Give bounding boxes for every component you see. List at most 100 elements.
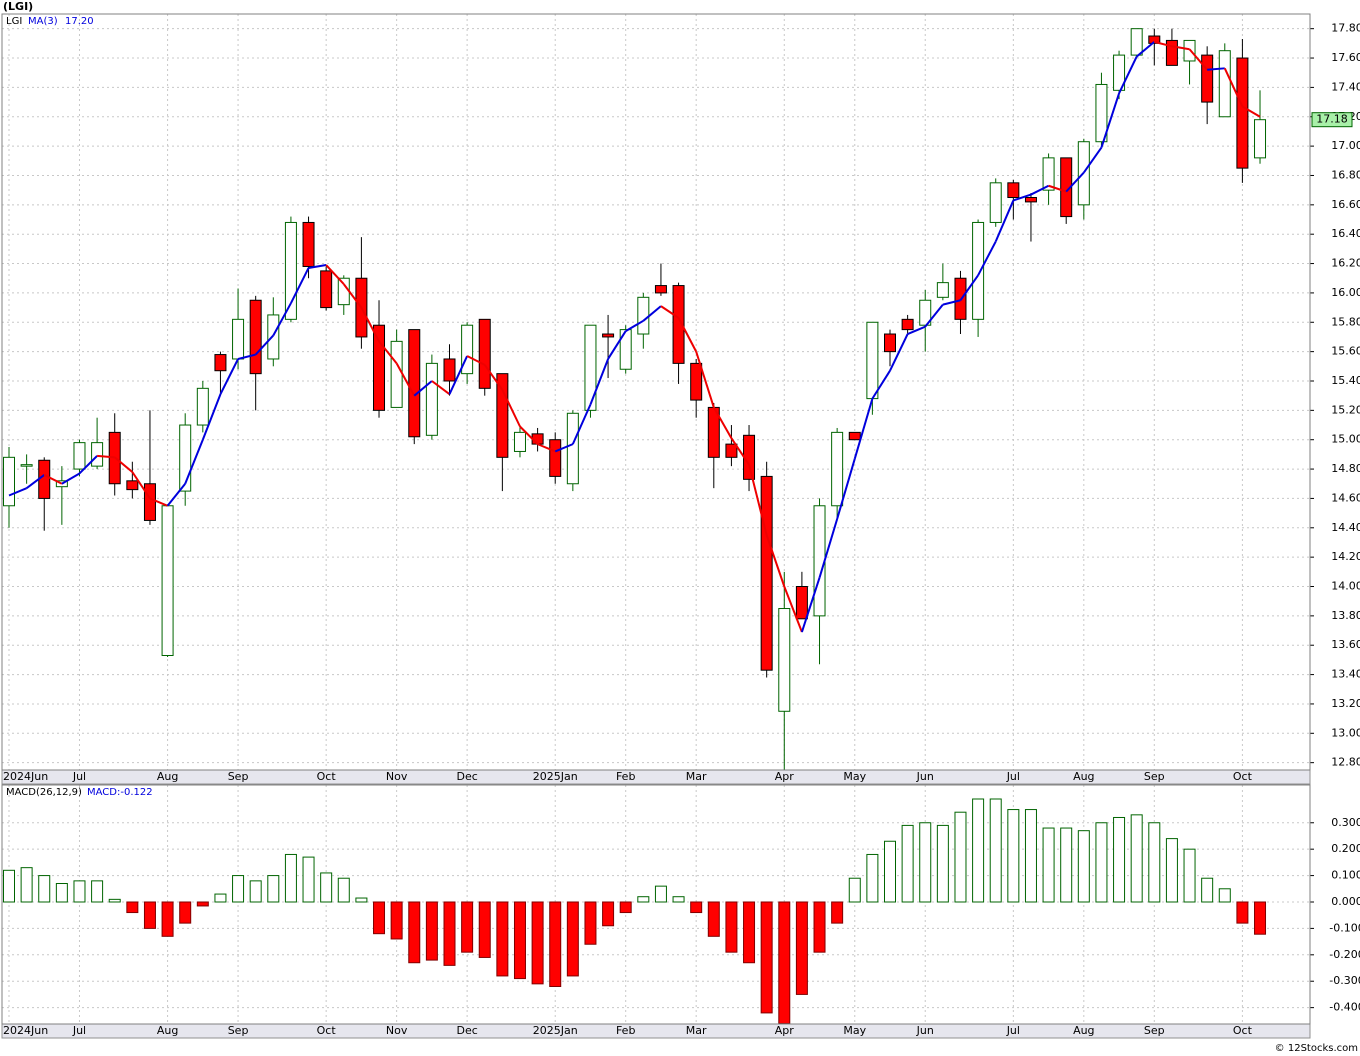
candle-body <box>795 586 808 620</box>
ma-line <box>431 380 451 396</box>
chart-title: (LGI) <box>3 0 33 13</box>
candle-body <box>1007 182 1020 198</box>
candle-body <box>1218 50 1231 118</box>
credit: © 12Stocks.com <box>1275 1043 1358 1054</box>
macd-bar <box>725 901 738 953</box>
candle-body <box>232 318 245 360</box>
ma-line <box>712 406 733 439</box>
ma-line <box>395 362 416 397</box>
candle-body <box>337 277 350 306</box>
candle-body <box>989 182 1002 223</box>
candle-body <box>478 318 491 389</box>
ma-line <box>149 497 168 507</box>
macd-bar <box>954 811 967 903</box>
macd-bar <box>513 901 526 980</box>
macd-bar <box>196 901 209 907</box>
ma-line <box>1083 147 1103 174</box>
candle-body <box>690 362 703 401</box>
macd-bar <box>1113 816 1126 903</box>
ma-line <box>219 358 239 395</box>
x-tick-label: Dec <box>456 770 477 783</box>
candle-body <box>1095 83 1108 143</box>
x-tick-label: Nov <box>386 1024 408 1037</box>
macd-bar <box>919 822 932 903</box>
macd-bar <box>813 901 826 953</box>
ma-line <box>800 577 821 633</box>
x-tick-label: Jun <box>916 770 934 783</box>
candle-body <box>461 324 474 375</box>
legend-macd-name: MACD(26,12,9) <box>6 787 82 798</box>
macd-bar <box>1183 848 1196 903</box>
macd-bar <box>1201 877 1214 903</box>
macd-bar <box>936 824 949 903</box>
ma-line <box>1171 45 1190 51</box>
y-tick-label: 16.60 <box>1331 198 1360 211</box>
macd-bar <box>284 853 297 903</box>
macd-bar <box>3 869 15 903</box>
macd-bar <box>390 901 403 940</box>
y-tick-label: 14.20 <box>1331 550 1360 563</box>
candle-body <box>1165 39 1178 66</box>
last-price-label: 17.18 <box>1316 113 1348 126</box>
macd-bar <box>619 901 632 914</box>
candle-body <box>1201 54 1214 103</box>
y-tick-label: 13.80 <box>1331 609 1360 622</box>
candle-body <box>584 324 597 411</box>
ma-line <box>519 425 539 445</box>
macd-bar <box>55 883 68 903</box>
x-tick-label: Jul <box>1006 770 1020 783</box>
ma-line <box>625 319 644 332</box>
ma-line <box>254 334 275 356</box>
macd-bar <box>1007 809 1020 903</box>
x-tick-label: Nov <box>386 770 408 783</box>
macd-bar <box>584 901 597 945</box>
candle-body <box>249 299 262 375</box>
ma-line <box>413 380 433 397</box>
legend-ma-name: MA(3) <box>28 16 58 27</box>
y-tick-label: 16.40 <box>1331 227 1360 240</box>
macd-bar <box>143 901 156 929</box>
macd-bar <box>108 898 121 903</box>
macd-bar <box>249 880 262 903</box>
candle-body <box>848 431 861 441</box>
y-tick-label: 0.100 <box>1331 869 1360 882</box>
macd-bar <box>91 880 104 903</box>
ma-line <box>554 443 574 453</box>
ma-line <box>97 454 115 459</box>
ma-line <box>994 200 1015 242</box>
candle-body <box>725 443 738 458</box>
x-tick-label: May <box>843 770 866 783</box>
ma-line <box>1207 67 1225 71</box>
ma-line <box>290 267 310 304</box>
x-tick-label: Sep <box>1144 770 1165 783</box>
candle-body <box>1254 119 1267 159</box>
ma-line <box>342 283 363 309</box>
y-tick-label: 15.60 <box>1331 345 1360 358</box>
x-tick-label: Oct <box>317 770 337 783</box>
ma-line <box>26 474 45 489</box>
ma-line <box>642 305 662 322</box>
macd-bar <box>795 901 808 995</box>
ma-line <box>942 299 961 306</box>
candle-body <box>496 373 509 458</box>
macd-bar <box>637 896 650 903</box>
candle-body <box>91 442 104 467</box>
y-tick-label: 0.300 <box>1331 816 1360 829</box>
ma-line <box>730 437 750 466</box>
candle-body <box>1130 28 1143 56</box>
ma-line <box>1241 105 1261 118</box>
y-tick-label: 13.40 <box>1331 668 1360 681</box>
macd-bar <box>690 901 703 914</box>
candle-body <box>1113 54 1126 91</box>
candle-body <box>1060 157 1073 218</box>
x-tick-label: 2024Jun <box>3 770 48 783</box>
ma-line <box>695 351 715 408</box>
y-tick-label: 13.20 <box>1331 697 1360 710</box>
candle-body <box>161 505 174 656</box>
ma-line <box>1065 171 1085 193</box>
x-tick-label: Apr <box>775 770 795 783</box>
x-tick-label: May <box>843 1024 866 1037</box>
macd-bar <box>443 901 456 966</box>
legend-symbol: LGI <box>6 16 22 27</box>
macd-bar <box>1095 822 1108 903</box>
